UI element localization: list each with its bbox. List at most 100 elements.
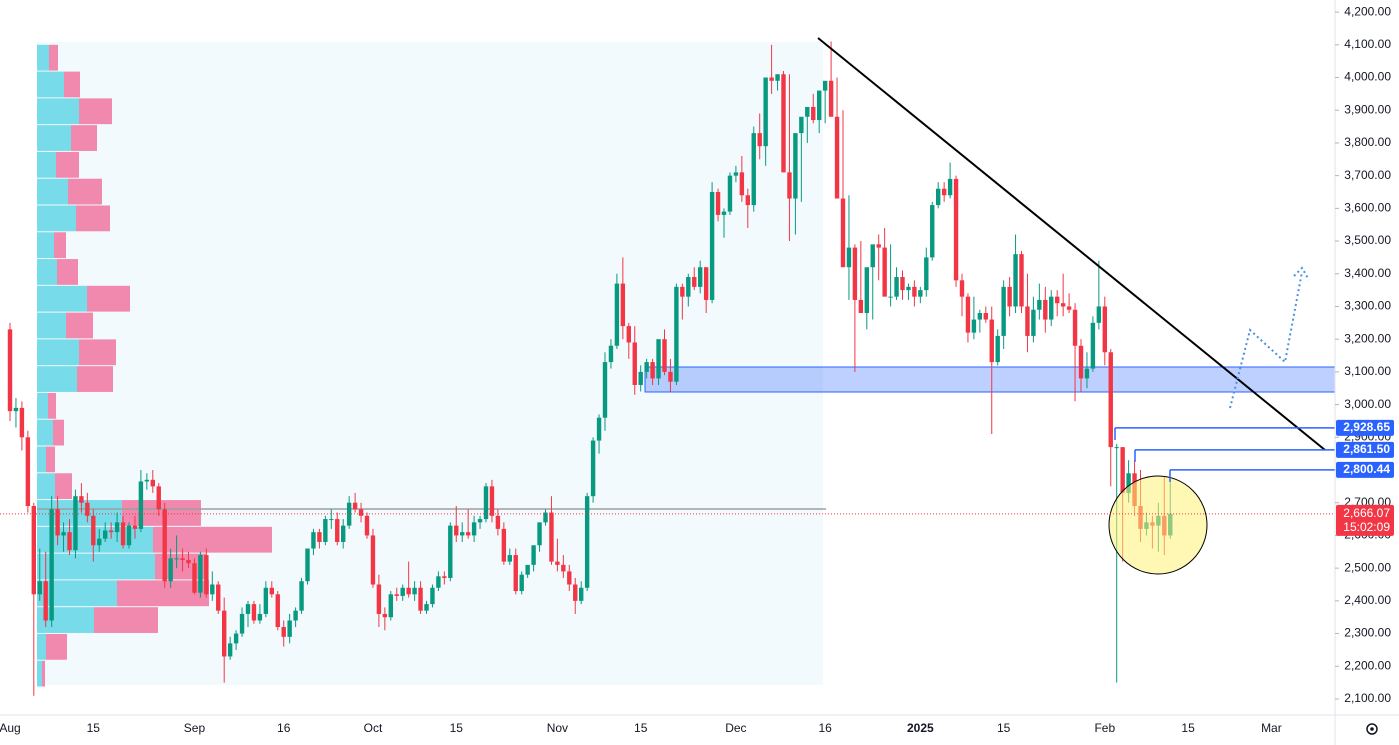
candle-body	[596, 417, 602, 441]
profile-down	[53, 419, 64, 446]
y-tick-label: 3,600.00	[1344, 201, 1391, 215]
candle-body	[573, 584, 578, 601]
profile-down	[94, 607, 158, 633]
candle-body	[382, 613, 388, 618]
candle-body	[680, 286, 685, 297]
profile-down	[87, 285, 130, 312]
candle-body	[787, 172, 792, 199]
candle-body	[1037, 299, 1042, 310]
candle-body	[709, 191, 715, 300]
candle-body	[448, 525, 453, 578]
candle-body	[126, 525, 132, 546]
candle-body	[745, 195, 750, 206]
candles	[7, 41, 1173, 696]
candle-body	[465, 532, 471, 536]
candle-body	[900, 277, 905, 291]
candle-body	[799, 116, 804, 134]
x-tick-label: Feb	[1094, 721, 1115, 735]
profile-up	[37, 392, 48, 419]
candle-body	[424, 604, 429, 611]
profile-down	[77, 366, 113, 392]
candle-body	[97, 538, 102, 546]
candle-body	[305, 548, 310, 582]
candle-body	[144, 479, 150, 482]
candle-body	[549, 512, 554, 562]
candle-body	[561, 564, 566, 572]
candle-body	[114, 522, 120, 533]
profile-down	[49, 44, 58, 71]
candle-body	[584, 496, 590, 588]
candle-body	[1025, 306, 1030, 336]
candle-body	[531, 545, 536, 565]
countdown-label: 15:02:09	[1343, 520, 1390, 534]
candle-body	[329, 519, 334, 521]
candle-body	[281, 627, 286, 637]
candle-body	[626, 326, 631, 343]
candle-body	[674, 286, 679, 382]
candle-body	[1108, 352, 1113, 448]
candle-body	[138, 481, 144, 529]
candle-body	[918, 290, 923, 297]
candle-body	[870, 244, 875, 268]
candle-body	[388, 594, 393, 618]
candle-body	[346, 502, 352, 526]
candle-body	[638, 371, 643, 385]
candle-body	[567, 571, 572, 585]
y-tick-label: 3,100.00	[1344, 364, 1391, 378]
candle-body	[781, 74, 786, 173]
y-tick-label: 3,400.00	[1344, 266, 1391, 280]
candle-body	[864, 267, 869, 314]
candle-body	[233, 633, 239, 644]
candle-body	[49, 509, 54, 621]
candle-body	[43, 581, 48, 621]
candle-body	[376, 584, 382, 614]
y-tick-label: 4,200.00	[1344, 4, 1391, 18]
candle-body	[1120, 447, 1125, 493]
candle-body	[471, 522, 477, 536]
candle-body	[620, 283, 626, 327]
candle-body	[263, 587, 269, 614]
profile-up	[37, 98, 79, 125]
candle-body	[210, 584, 215, 595]
level-label: 2,861.50	[1343, 442, 1390, 456]
candle-body	[400, 587, 405, 596]
profile-up	[37, 285, 87, 312]
y-tick-label: 2,200.00	[1344, 658, 1391, 672]
candle-body	[995, 335, 1000, 363]
x-tick-label: Dec	[725, 721, 746, 735]
y-tick-label: 3,300.00	[1344, 299, 1391, 313]
profile-up	[37, 446, 46, 473]
candle-body	[632, 342, 637, 385]
candle-body	[61, 532, 66, 536]
candle-body	[977, 313, 983, 320]
highlight-circle	[1108, 475, 1208, 575]
candle-body	[894, 277, 899, 297]
candle-body	[602, 362, 608, 418]
candle-body	[1060, 303, 1066, 307]
candle-body	[25, 437, 31, 506]
profile-down	[79, 339, 116, 366]
candle-body	[834, 116, 840, 199]
candle-body	[239, 613, 245, 634]
settings-icon-dot	[1370, 727, 1374, 731]
x-tick-label: 16	[277, 721, 291, 735]
profile-up	[37, 660, 42, 687]
candle-body	[120, 522, 126, 546]
x-tick-label: Mar	[1261, 721, 1282, 735]
candle-body	[650, 362, 655, 379]
candle-body	[364, 515, 370, 536]
candle-body	[257, 613, 263, 621]
candle-body	[1043, 299, 1048, 320]
candle-body	[358, 509, 364, 516]
profile-down	[64, 71, 80, 98]
candle-body	[763, 77, 768, 147]
profile-down	[76, 205, 110, 232]
settings-icon[interactable]	[1366, 723, 1378, 735]
candle-body	[525, 564, 530, 575]
candle-body	[912, 286, 917, 297]
candle-body	[959, 280, 965, 297]
axes: 2,100.00 2,200.00 2,300.00 2,400.00 2,500.00…	[0, 4, 1394, 735]
profile-up	[37, 633, 46, 660]
candle-body	[793, 133, 798, 199]
